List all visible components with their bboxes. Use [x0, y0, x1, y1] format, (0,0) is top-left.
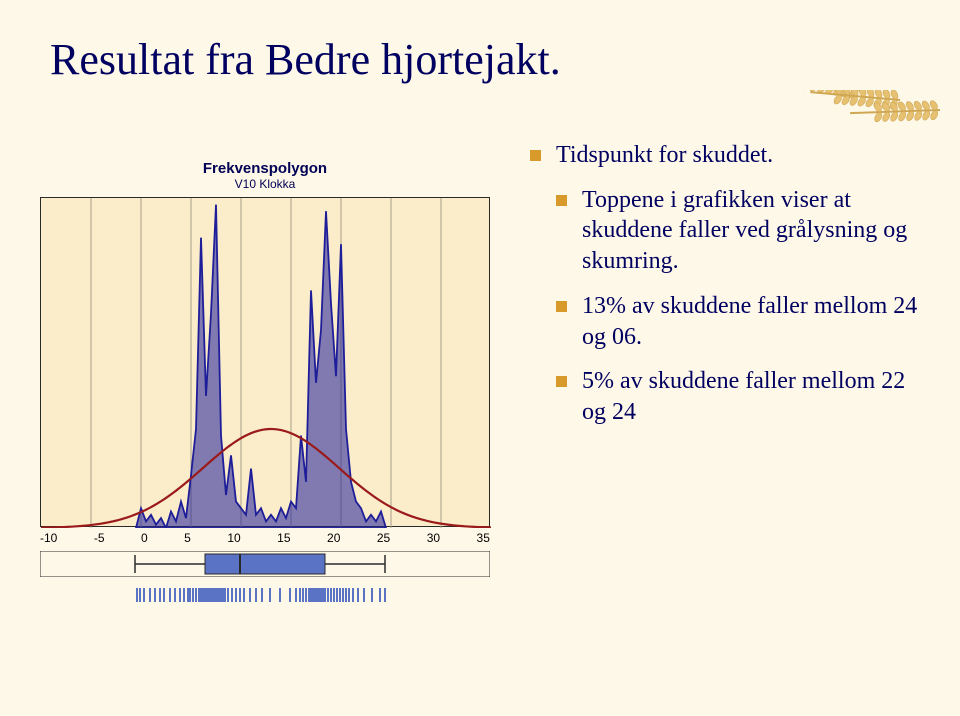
bullet-main: Tidspunkt for skuddet. Toppene i grafikk…	[530, 140, 930, 428]
bullet-list: Tidspunkt for skuddet. Toppene i grafikk…	[530, 140, 930, 442]
bullet-main-text: Tidspunkt for skuddet.	[556, 142, 773, 168]
chart-title: Frekvenspolygon	[40, 160, 490, 177]
xtick-label: 25	[377, 531, 390, 545]
chart-subtitle: V10 Klokka	[40, 177, 490, 191]
xtick-label: 35	[477, 531, 490, 545]
xtick-label: 15	[277, 531, 290, 545]
x-axis-labels: -10 -5 0 5 10 15 20 25 30 35	[40, 531, 490, 545]
xtick-label: 30	[427, 531, 440, 545]
xtick-label: 10	[227, 531, 240, 545]
bullet-sub-1: 13% av skuddene faller mellom 24 og 06.	[556, 291, 930, 352]
chart-panel	[40, 197, 490, 527]
bullet-sub-2: 5% av skuddene faller mellom 22 og 24	[556, 366, 930, 427]
boxplot	[40, 551, 490, 577]
bullet-sub-0: Toppene i grafikken viser at skuddene fa…	[556, 185, 930, 277]
rug-plot	[40, 588, 490, 602]
frequency-polygon-chart	[41, 198, 491, 528]
xtick-label: 5	[184, 531, 191, 545]
xtick-label: 20	[327, 531, 340, 545]
xtick-label: -5	[94, 531, 105, 545]
page-title: Resultat fra Bedre hjortejakt.	[50, 34, 561, 85]
xtick-label: 0	[141, 531, 148, 545]
chart-container: Frekvenspolygon V10 Klokka -10 -5 0 5 10 15 20…	[40, 160, 490, 607]
xtick-label: -10	[40, 531, 57, 545]
